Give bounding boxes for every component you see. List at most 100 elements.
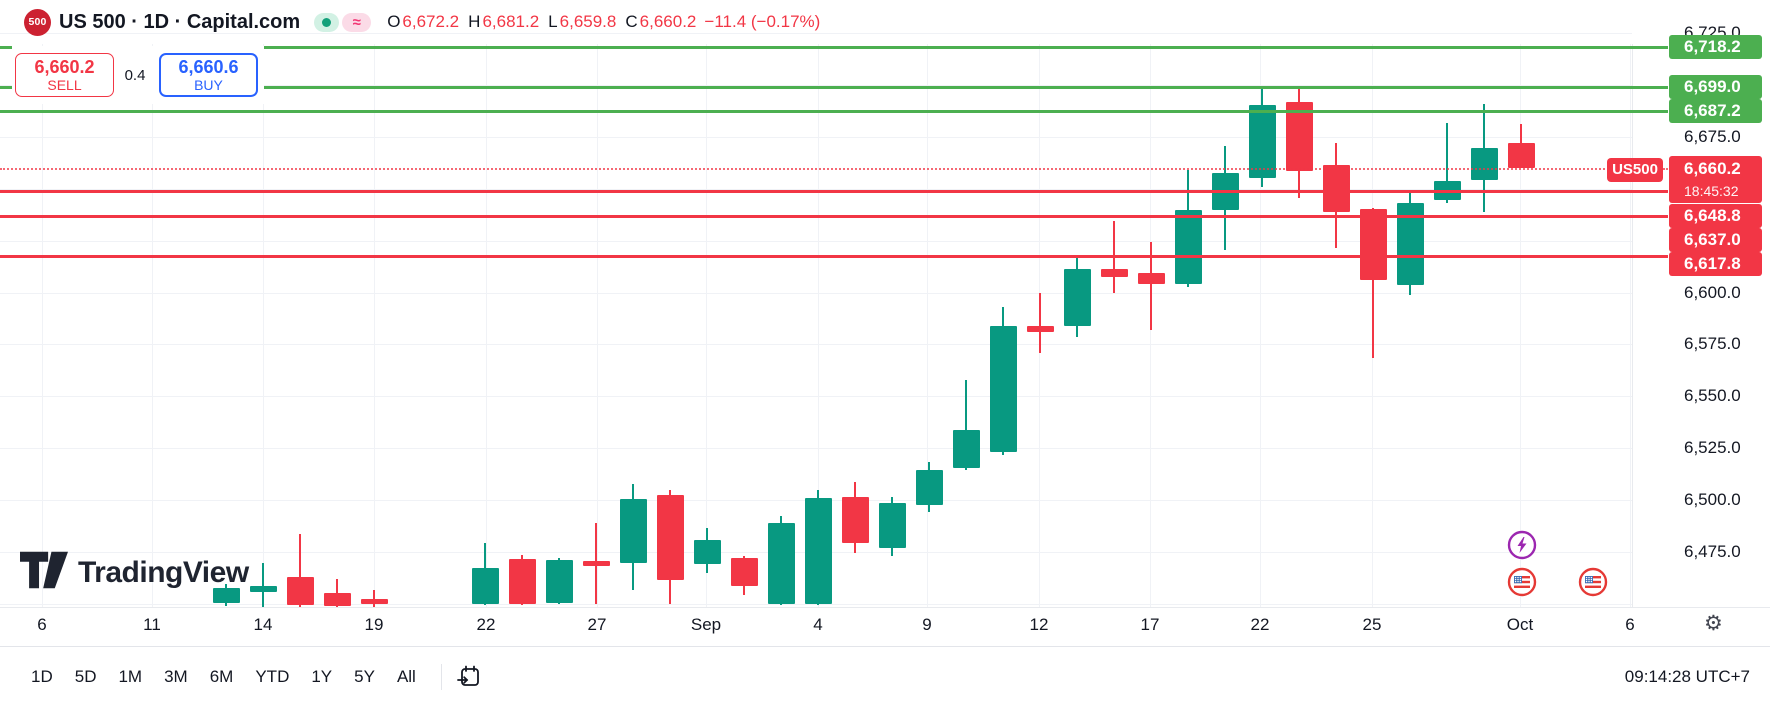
time-axis-label: 25	[1362, 615, 1382, 634]
us-flag-icon[interactable]	[1507, 567, 1537, 597]
candle-up[interactable]	[804, 498, 832, 604]
support-price-badge: 6,637.0	[1669, 228, 1762, 252]
high-label: H	[468, 12, 481, 31]
candle-down[interactable]	[1100, 269, 1128, 277]
range-button-ytd[interactable]: YTD	[255, 667, 290, 686]
time-axis[interactable]: ⚙ 6 11 14 19 22 27 Sep 4 9 12 17 22 25 Oct 6	[0, 607, 1770, 647]
candle-down[interactable]	[656, 495, 684, 581]
gridline-vertical	[597, 44, 598, 607]
symbol-price-chip: US500	[1607, 158, 1663, 182]
resistance-line[interactable]	[0, 85, 1668, 89]
candle-up[interactable]	[249, 585, 277, 592]
gridline-horizontal	[0, 136, 1632, 138]
event-lightning-icon[interactable]	[1507, 530, 1537, 560]
gridline-horizontal	[0, 344, 1632, 346]
candle-up[interactable]	[767, 522, 795, 604]
range-button-1y[interactable]: 1Y	[311, 667, 333, 686]
candle-up[interactable]	[1470, 148, 1498, 180]
gridline-horizontal	[0, 603, 1632, 605]
candle-down[interactable]	[1359, 209, 1387, 281]
sell-button[interactable]: 6,660.2 SELL	[15, 53, 114, 97]
candle-up[interactable]	[212, 587, 240, 604]
candle-up[interactable]	[878, 503, 906, 548]
time-axis-label: Sep	[690, 615, 722, 634]
time-axis-label: 22	[476, 615, 496, 634]
range-button-3m[interactable]: 3M	[164, 667, 188, 686]
resistance-price-badge: 6,687.2	[1669, 99, 1762, 124]
candle-down[interactable]	[508, 559, 536, 605]
candle-up[interactable]	[619, 499, 647, 563]
buy-button[interactable]: 6,660.6 BUY	[159, 53, 258, 97]
resistance-line[interactable]	[0, 46, 1668, 50]
gridline-horizontal	[0, 33, 1632, 34]
candle-down[interactable]	[286, 576, 314, 605]
gridline-vertical	[152, 44, 153, 607]
candle-up[interactable]	[952, 429, 980, 468]
go-to-date-icon[interactable]	[456, 664, 482, 690]
time-axis-label: 11	[143, 615, 161, 634]
candle-up[interactable]	[915, 470, 943, 506]
candle-up[interactable]	[471, 567, 499, 604]
us-flag-icon[interactable]	[1578, 567, 1608, 597]
support-price-badge: 6,648.8	[1669, 204, 1762, 228]
gridline-horizontal	[0, 188, 1632, 190]
candle-up[interactable]	[1248, 105, 1276, 178]
gridline-horizontal	[0, 292, 1632, 294]
candle-down[interactable]	[323, 592, 351, 606]
time-axis-label: 19	[364, 615, 384, 634]
resistance-price-badge: 6,718.2	[1669, 35, 1762, 60]
support-line[interactable]	[0, 214, 1668, 218]
candle-up[interactable]	[693, 540, 721, 565]
chart-plot-area[interactable]	[0, 0, 1770, 607]
candle-down[interactable]	[841, 496, 869, 544]
range-button-1d[interactable]: 1D	[31, 667, 53, 686]
gear-icon[interactable]: ⚙	[1704, 612, 1723, 635]
candle-wick	[299, 533, 301, 607]
candle-up[interactable]	[1174, 210, 1202, 284]
support-line[interactable]	[0, 190, 1668, 194]
resistance-price-badge: 6,699.0	[1669, 74, 1762, 99]
gridline-horizontal	[0, 84, 1632, 86]
close-value: 6,660.2	[639, 12, 697, 31]
approx-data-icon[interactable]: ≈	[342, 12, 372, 32]
candle-down[interactable]	[730, 558, 758, 587]
candle-down[interactable]	[1507, 142, 1535, 168]
range-button-5y[interactable]: 5Y	[354, 667, 375, 686]
current-price-value: 6,660.2	[1684, 159, 1741, 178]
ohlc-readout: O 6,672.2 H 6,681.2 L 6,659.8 C 6,660.2 −11.…	[387, 12, 820, 32]
time-axis-label: 14	[253, 615, 273, 634]
resistance-line[interactable]	[0, 110, 1668, 114]
candle-down[interactable]	[1137, 272, 1165, 284]
candle-up[interactable]	[1063, 269, 1091, 326]
candle-down[interactable]	[1026, 325, 1054, 332]
range-button-6m[interactable]: 6M	[209, 667, 234, 686]
support-line[interactable]	[0, 254, 1668, 258]
gridline-vertical	[1520, 44, 1521, 607]
gridline-vertical	[374, 44, 375, 607]
current-price-badge: 6,660.2 18:45:32	[1669, 156, 1762, 203]
time-axis-label: 9	[922, 615, 932, 634]
tradingview-logo-icon	[20, 551, 68, 594]
candle-up[interactable]	[545, 560, 573, 604]
session-clock[interactable]: 09:14:28 UTC+7	[1624, 667, 1750, 686]
gridline-vertical	[1260, 44, 1261, 607]
candle-down[interactable]	[1322, 165, 1350, 212]
candle-wick	[262, 563, 264, 607]
candle-down[interactable]	[360, 598, 388, 604]
range-button-1m[interactable]: 1M	[118, 667, 143, 686]
candle-down[interactable]	[582, 560, 610, 567]
time-axis-label: Oct	[1506, 615, 1534, 634]
candle-up[interactable]	[989, 325, 1017, 452]
range-button-5d[interactable]: 5D	[74, 667, 97, 686]
chart-header: 500 US 500 · 1D · Capital.com ≈ O 6,672.2…	[0, 0, 820, 44]
toolbar-divider	[440, 664, 442, 690]
buy-label: BUY	[194, 76, 223, 93]
tradingview-logo[interactable]: TradingView	[20, 551, 249, 594]
date-range-switcher: 1D 5D 1M 3M 6M YTD 1Y 5Y All	[20, 661, 427, 693]
market-status-icon[interactable]	[314, 12, 340, 32]
candle-wick	[373, 589, 375, 607]
range-button-all[interactable]: All	[396, 667, 416, 686]
symbol-title[interactable]: US 500 · 1D · Capital.com	[59, 10, 301, 33]
gridline-horizontal	[0, 448, 1632, 450]
gridline-vertical	[1630, 44, 1631, 607]
